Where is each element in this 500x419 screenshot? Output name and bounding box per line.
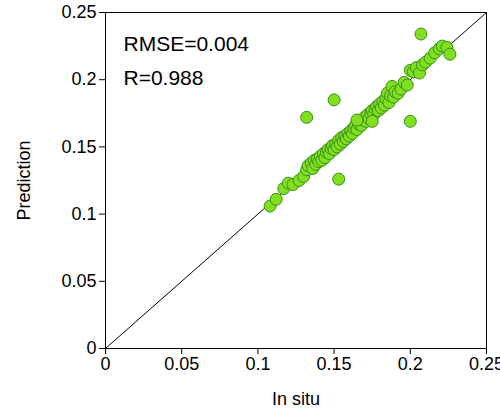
svg-text:0.05: 0.05: [61, 271, 96, 291]
svg-text:0.15: 0.15: [317, 354, 352, 374]
svg-text:In situ: In situ: [272, 389, 320, 409]
svg-text:Prediction: Prediction: [14, 140, 34, 220]
svg-text:0.1: 0.1: [245, 354, 270, 374]
svg-text:0.05: 0.05: [164, 354, 199, 374]
svg-text:0.2: 0.2: [71, 69, 96, 89]
svg-text:R=0.988: R=0.988: [124, 66, 204, 89]
svg-text:0.1: 0.1: [71, 204, 96, 224]
svg-text:0.25: 0.25: [469, 354, 500, 374]
svg-text:0: 0: [100, 354, 110, 374]
svg-text:0.2: 0.2: [398, 354, 423, 374]
svg-text:0.15: 0.15: [61, 137, 96, 157]
svg-text:0: 0: [86, 338, 96, 358]
svg-text:0.25: 0.25: [61, 2, 96, 22]
svg-text:RMSE=0.004: RMSE=0.004: [124, 32, 250, 55]
